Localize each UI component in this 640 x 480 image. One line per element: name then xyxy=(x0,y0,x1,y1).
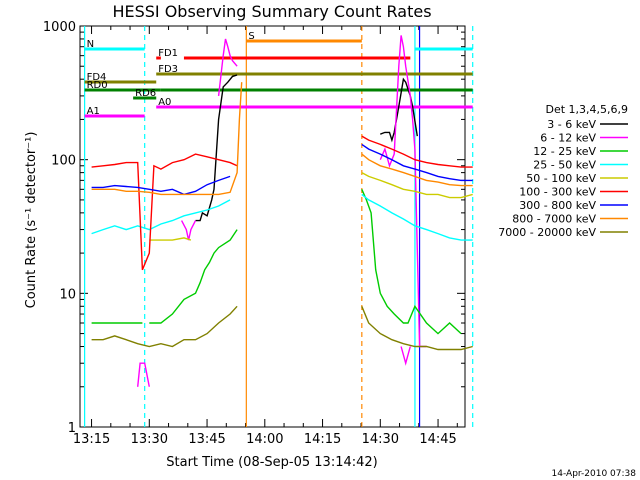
series-line-7000-20000-kev xyxy=(91,305,238,348)
series-line-7000-20000-kev xyxy=(361,306,473,351)
flag-label-fd1: FD1 xyxy=(158,48,178,59)
flag-label-a1: A1 xyxy=(87,106,100,117)
y-tick-label: 10 xyxy=(59,287,76,302)
series-line-800-7000-kev xyxy=(91,82,243,196)
x-tick-label: 14:15 xyxy=(304,432,341,447)
x-tick-label: 14:30 xyxy=(362,432,399,447)
flag-label-n: N xyxy=(87,39,94,50)
y-axis-label: Count Rate (s⁻¹ detector⁻¹) xyxy=(24,132,39,309)
series-line-6-12-kev xyxy=(400,346,411,366)
legend-label: 3 - 6 keV xyxy=(547,118,596,131)
flag-label-a0: A0 xyxy=(158,97,171,108)
legend-label: 12 - 25 keV xyxy=(533,145,596,158)
series-line-25-50-kev xyxy=(91,199,231,235)
legend-label: 6 - 12 keV xyxy=(540,132,596,145)
series-line-50-100-kev xyxy=(149,237,192,241)
footer-date: 14-Apr-2010 07:38 xyxy=(552,469,637,479)
series-line-100-300-kev xyxy=(91,153,238,271)
flag-label-fd3: FD3 xyxy=(158,64,178,75)
series-line-6-12-kev xyxy=(137,362,150,387)
legend-label: 800 - 7000 keV xyxy=(512,213,596,226)
series-line-100-300-kev xyxy=(361,135,473,168)
series-line-300-800-kev xyxy=(361,143,473,182)
legend-label: 100 - 300 keV xyxy=(519,186,596,199)
flag-label-rd0: RD0 xyxy=(87,80,108,91)
legend-label: 300 - 800 keV xyxy=(519,199,596,212)
legend-title: Det 1,3,4,5,6,9 xyxy=(545,103,628,116)
legend-label: 25 - 50 keV xyxy=(533,159,596,172)
flag-label-rd6: RD6 xyxy=(135,88,156,99)
series-line-25-50-kev xyxy=(361,193,473,241)
plot-area: 1 10 100 1000 13:15 13:30 13:45 14:00 14:15 14:30… xyxy=(43,20,474,447)
flag-label-s: S xyxy=(248,31,254,42)
chart-title: HESSI Observing Summary Count Rates xyxy=(112,2,431,21)
series-line-3-6-kev xyxy=(195,74,238,222)
series-line-6-12-kev xyxy=(379,35,427,348)
series-line-50-100-kev xyxy=(361,171,473,199)
x-tick-label: 14:45 xyxy=(419,432,456,447)
x-tick-label: 13:45 xyxy=(188,432,225,447)
series-line-800-7000-kev xyxy=(361,153,473,187)
x-tick-label: 13:15 xyxy=(73,432,110,447)
series-line-12-25-kev xyxy=(361,189,462,335)
plot-frame xyxy=(79,25,466,428)
series-line-300-800-kev xyxy=(91,175,231,196)
series-line-12-25-kev xyxy=(149,229,238,324)
series-line-6-12-kev xyxy=(180,220,197,241)
flag-label-fd4: FD4 xyxy=(87,72,107,83)
y-tick-label: 1 xyxy=(68,421,76,436)
legend-label: 50 - 100 keV xyxy=(526,172,596,185)
legend-label: 7000 - 20000 keV xyxy=(498,226,596,239)
y-tick-label: 1000 xyxy=(43,20,76,35)
series-line-6-12-kev xyxy=(217,38,238,96)
y-tick-label: 100 xyxy=(51,154,76,169)
x-axis-label: Start Time (08-Sep-05 13:14:42) xyxy=(166,455,377,470)
x-tick-label: 13:30 xyxy=(131,432,168,447)
x-tick-label: 14:00 xyxy=(246,432,283,447)
